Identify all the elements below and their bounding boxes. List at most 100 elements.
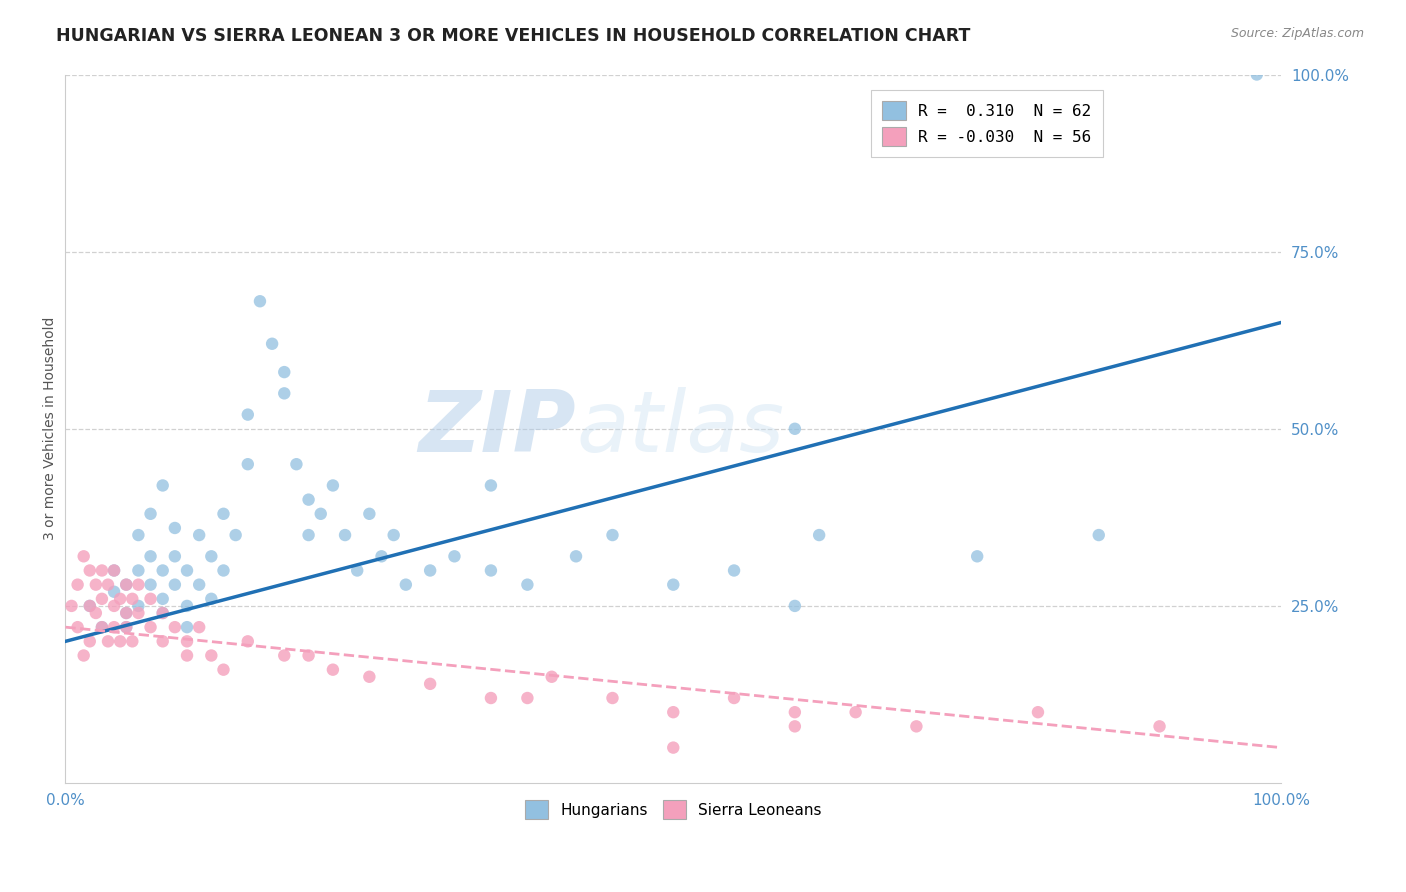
Point: [602, 691, 624, 706]
Point: [723, 691, 745, 706]
Point: [152, 634, 174, 648]
Point: [309, 507, 332, 521]
Point: [176, 564, 198, 578]
Point: [188, 577, 211, 591]
Point: [152, 606, 174, 620]
Point: [103, 564, 125, 578]
Point: [333, 528, 356, 542]
Point: [236, 634, 259, 648]
Text: Source: ZipAtlas.com: Source: ZipAtlas.com: [1230, 27, 1364, 40]
Point: [443, 549, 465, 564]
Point: [127, 606, 149, 620]
Point: [79, 599, 101, 613]
Text: atlas: atlas: [576, 387, 785, 470]
Point: [90, 564, 112, 578]
Y-axis label: 3 or more Vehicles in Household: 3 or more Vehicles in Household: [44, 317, 58, 541]
Point: [200, 549, 222, 564]
Point: [1149, 719, 1171, 733]
Point: [127, 528, 149, 542]
Point: [97, 634, 120, 648]
Point: [163, 620, 186, 634]
Text: ZIP: ZIP: [419, 387, 576, 470]
Point: [225, 528, 247, 542]
Point: [163, 549, 186, 564]
Point: [103, 620, 125, 634]
Point: [121, 591, 143, 606]
Point: [382, 528, 405, 542]
Point: [273, 386, 295, 401]
Point: [90, 620, 112, 634]
Point: [212, 564, 235, 578]
Point: [103, 584, 125, 599]
Point: [84, 577, 107, 591]
Point: [565, 549, 588, 564]
Point: [108, 634, 131, 648]
Point: [176, 599, 198, 613]
Point: [359, 507, 381, 521]
Point: [79, 634, 101, 648]
Point: [297, 648, 319, 663]
Point: [212, 507, 235, 521]
Point: [79, 599, 101, 613]
Point: [359, 670, 381, 684]
Legend: Hungarians, Sierra Leoneans: Hungarians, Sierra Leoneans: [519, 794, 828, 825]
Point: [66, 577, 89, 591]
Point: [783, 705, 806, 719]
Point: [395, 577, 418, 591]
Point: [103, 564, 125, 578]
Point: [479, 691, 502, 706]
Point: [139, 591, 162, 606]
Point: [297, 492, 319, 507]
Point: [127, 577, 149, 591]
Point: [479, 478, 502, 492]
Point: [90, 620, 112, 634]
Point: [419, 677, 441, 691]
Point: [370, 549, 392, 564]
Point: [84, 606, 107, 620]
Point: [152, 606, 174, 620]
Point: [322, 663, 344, 677]
Point: [108, 591, 131, 606]
Point: [273, 648, 295, 663]
Point: [121, 634, 143, 648]
Point: [66, 620, 89, 634]
Point: [540, 670, 562, 684]
Point: [152, 478, 174, 492]
Point: [249, 294, 271, 309]
Point: [808, 528, 831, 542]
Point: [966, 549, 988, 564]
Point: [115, 620, 138, 634]
Point: [602, 528, 624, 542]
Point: [79, 564, 101, 578]
Point: [200, 648, 222, 663]
Point: [176, 620, 198, 634]
Point: [273, 365, 295, 379]
Point: [163, 521, 186, 535]
Point: [115, 606, 138, 620]
Point: [419, 564, 441, 578]
Point: [905, 719, 928, 733]
Point: [236, 457, 259, 471]
Point: [139, 620, 162, 634]
Point: [188, 528, 211, 542]
Point: [73, 549, 96, 564]
Point: [200, 591, 222, 606]
Point: [163, 577, 186, 591]
Point: [115, 620, 138, 634]
Point: [188, 620, 211, 634]
Point: [1026, 705, 1049, 719]
Point: [115, 606, 138, 620]
Point: [103, 599, 125, 613]
Point: [783, 422, 806, 436]
Point: [516, 691, 538, 706]
Point: [285, 457, 308, 471]
Point: [139, 507, 162, 521]
Point: [176, 648, 198, 663]
Text: HUNGARIAN VS SIERRA LEONEAN 3 OR MORE VEHICLES IN HOUSEHOLD CORRELATION CHART: HUNGARIAN VS SIERRA LEONEAN 3 OR MORE VE…: [56, 27, 970, 45]
Point: [662, 740, 685, 755]
Point: [516, 577, 538, 591]
Point: [783, 599, 806, 613]
Point: [479, 564, 502, 578]
Point: [783, 719, 806, 733]
Point: [176, 634, 198, 648]
